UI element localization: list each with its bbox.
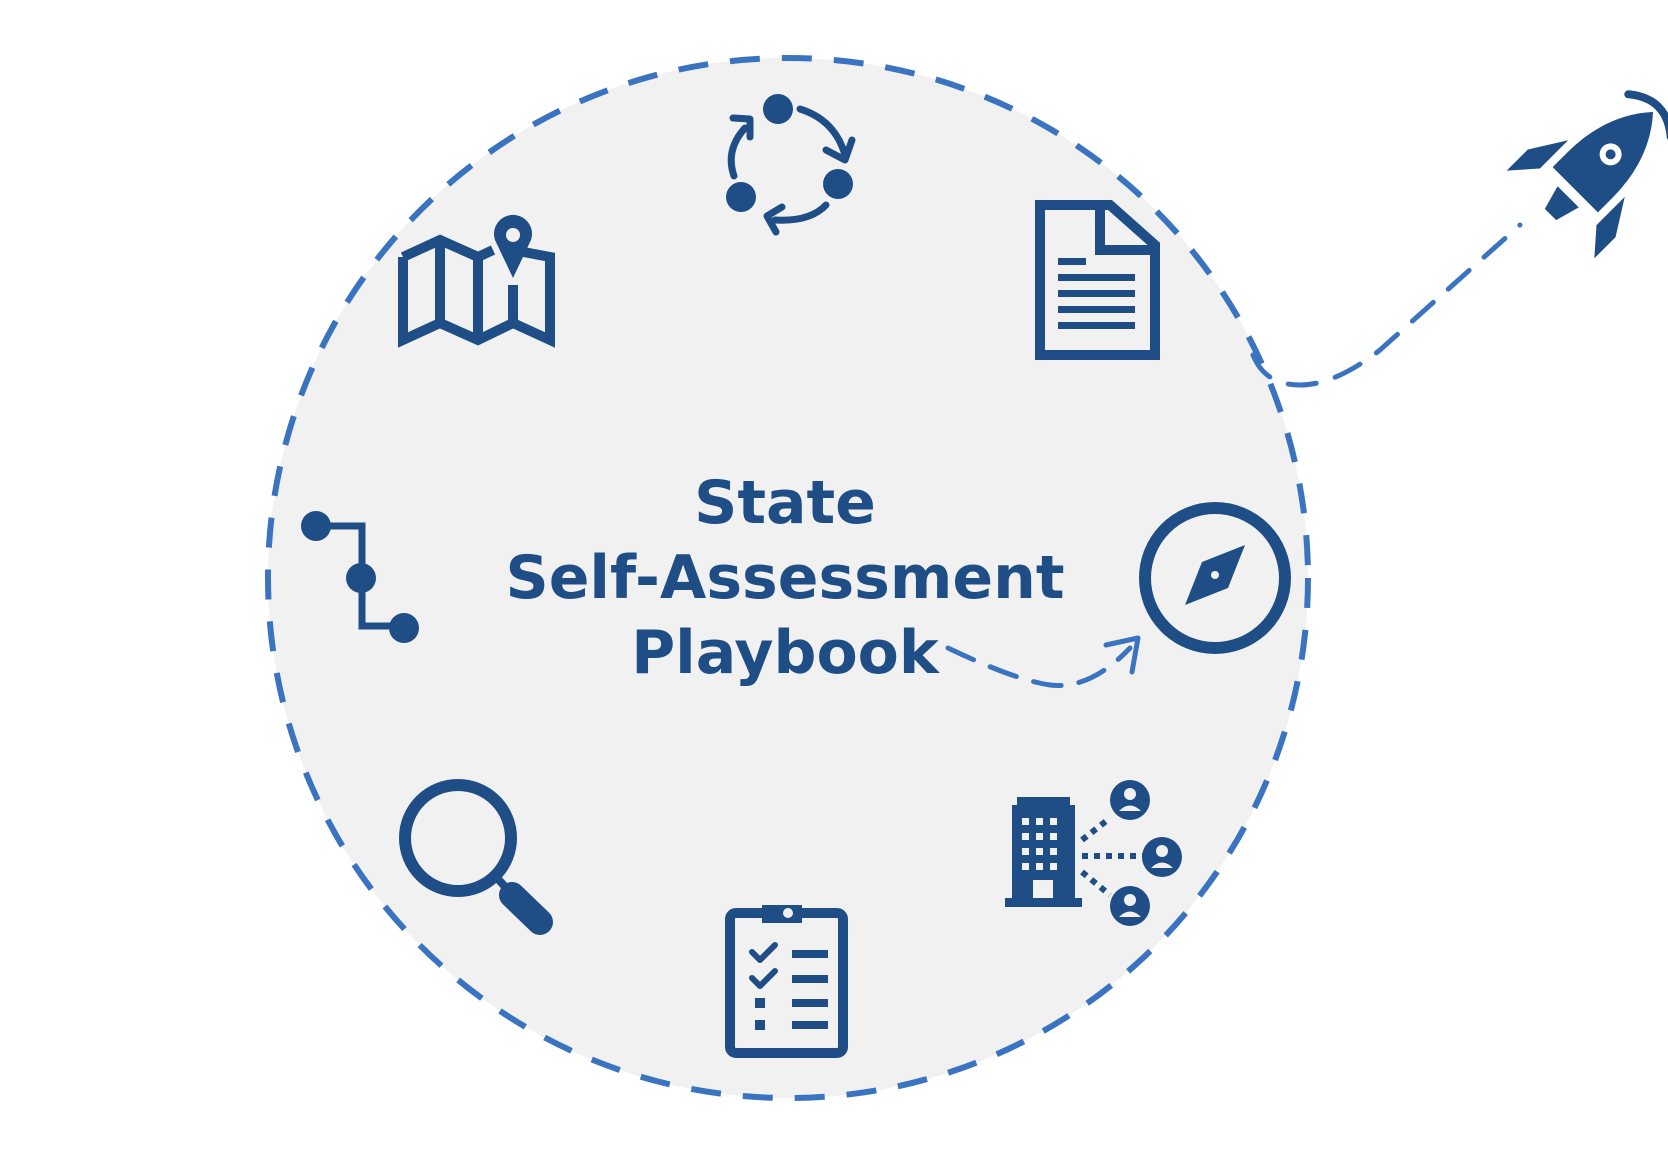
document-icon <box>1035 200 1160 360</box>
path-nodes-icon <box>301 511 419 643</box>
diagram-title: State Self-Assessment Playbook <box>505 468 1064 688</box>
title-to-compass-arrow <box>945 645 1133 689</box>
building-network-icon <box>1005 780 1182 926</box>
title-line-3: Playbook <box>631 618 941 688</box>
map-pin-icon <box>398 214 555 348</box>
arrow-head <box>1103 635 1141 675</box>
clipboard-checklist-icon <box>725 905 848 1058</box>
rocket-trail <box>1250 222 1523 388</box>
magnifier-icon <box>399 779 553 935</box>
cycle-icon <box>726 94 856 236</box>
title-line-1: State <box>694 468 876 538</box>
rocket-icon <box>1506 90 1668 259</box>
title-line-2: Self-Assessment <box>505 543 1064 613</box>
compass-icon <box>1139 502 1291 654</box>
